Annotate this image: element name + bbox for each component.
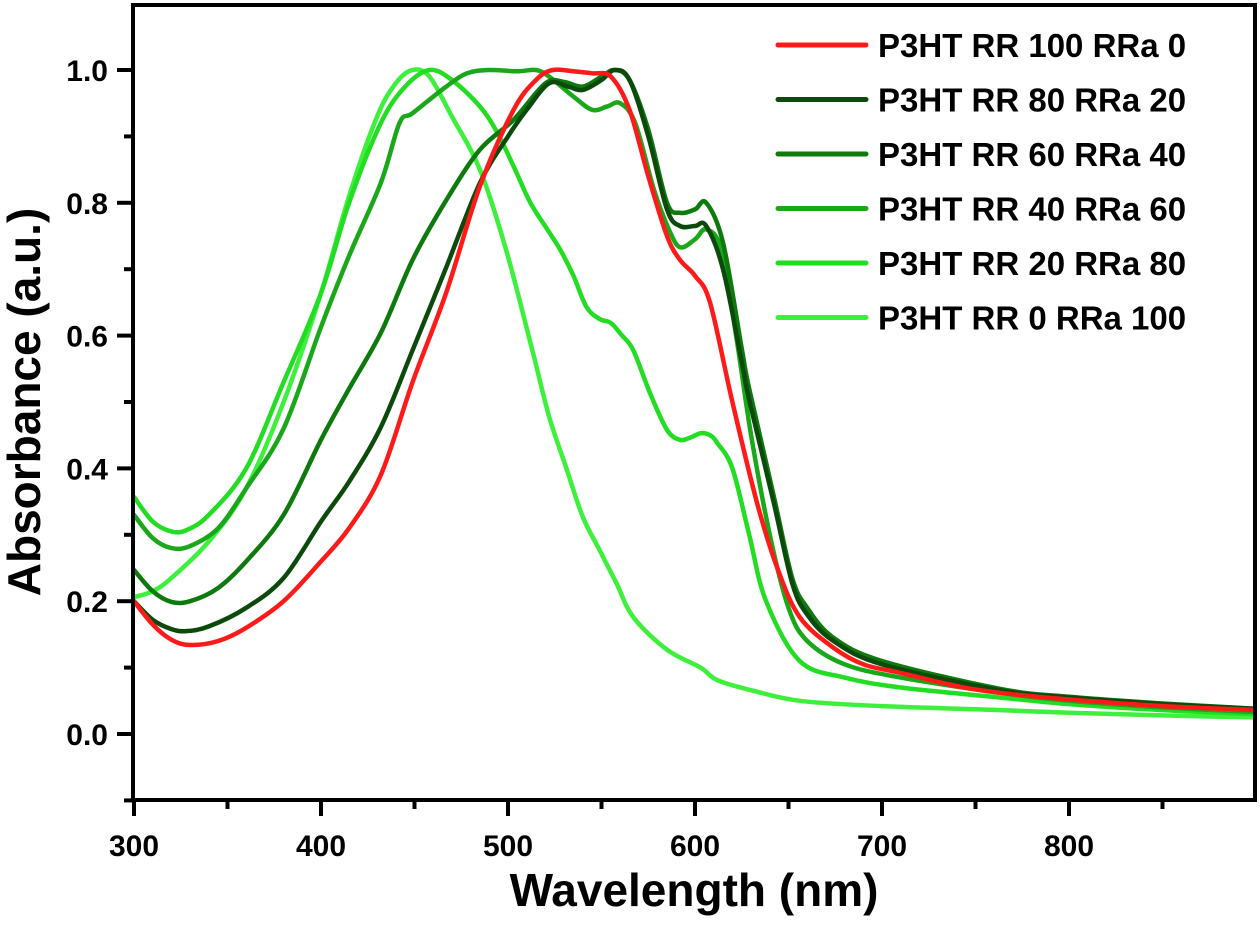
y-tick-label: 0.0 [66,719,108,752]
x-tick-label: 300 [109,830,159,863]
x-tick-label: 800 [1044,830,1094,863]
series-line-5 [135,67,1253,717]
legend-label: P3HT RR 0 RRa 100 [878,300,1186,337]
legend-item: P3HT RR 20 RRa 80 [775,245,1186,282]
y-tick-label: 0.4 [66,453,108,486]
legend-item: P3HT RR 100 RRa 0 [775,27,1186,64]
y-tick-label: 0.6 [66,321,108,354]
legend-item: P3HT RR 60 RRa 40 [775,136,1186,173]
y-tick-label: 1.0 [66,55,108,88]
legend-label: P3HT RR 100 RRa 0 [878,27,1186,64]
x-tick-label: 700 [857,830,907,863]
legend-item: P3HT RR 0 RRa 100 [775,300,1186,337]
legend-item: P3HT RR 80 RRa 20 [775,82,1186,119]
series-line-2 [135,67,1253,711]
legend-item: P3HT RR 40 RRa 60 [775,191,1186,228]
legend-label: P3HT RR 20 RRa 80 [878,245,1186,282]
legend: P3HT RR 100 RRa 0 P3HT RR 80 RRa 20 P3HT R… [775,27,1186,337]
legend-label: P3HT RR 60 RRa 40 [878,136,1186,173]
axis-ticks [117,68,1165,816]
axis-tick-labels: 300 400 500 600 700 800 0.0 0.2 0.4 0.6 0.8 1.0 [66,55,1094,863]
series-layer [135,67,1253,720]
x-tick-label: 400 [296,830,346,863]
x-tick-label: 500 [483,830,533,863]
y-axis-title: Absorbance (a.u.) [0,208,50,597]
series-line-4 [135,67,1253,715]
y-tick-label: 0.8 [66,188,108,221]
legend-label: P3HT RR 80 RRa 20 [878,82,1186,119]
y-tick-label: 0.2 [66,586,108,619]
series-line-1 [135,67,1253,713]
series-line-6 [135,67,1253,720]
x-axis-title: Wavelength (nm) [510,864,879,916]
legend-label: P3HT RR 40 RRa 60 [878,191,1186,228]
plot-frame [131,3,1257,802]
x-tick-label: 600 [670,830,720,863]
